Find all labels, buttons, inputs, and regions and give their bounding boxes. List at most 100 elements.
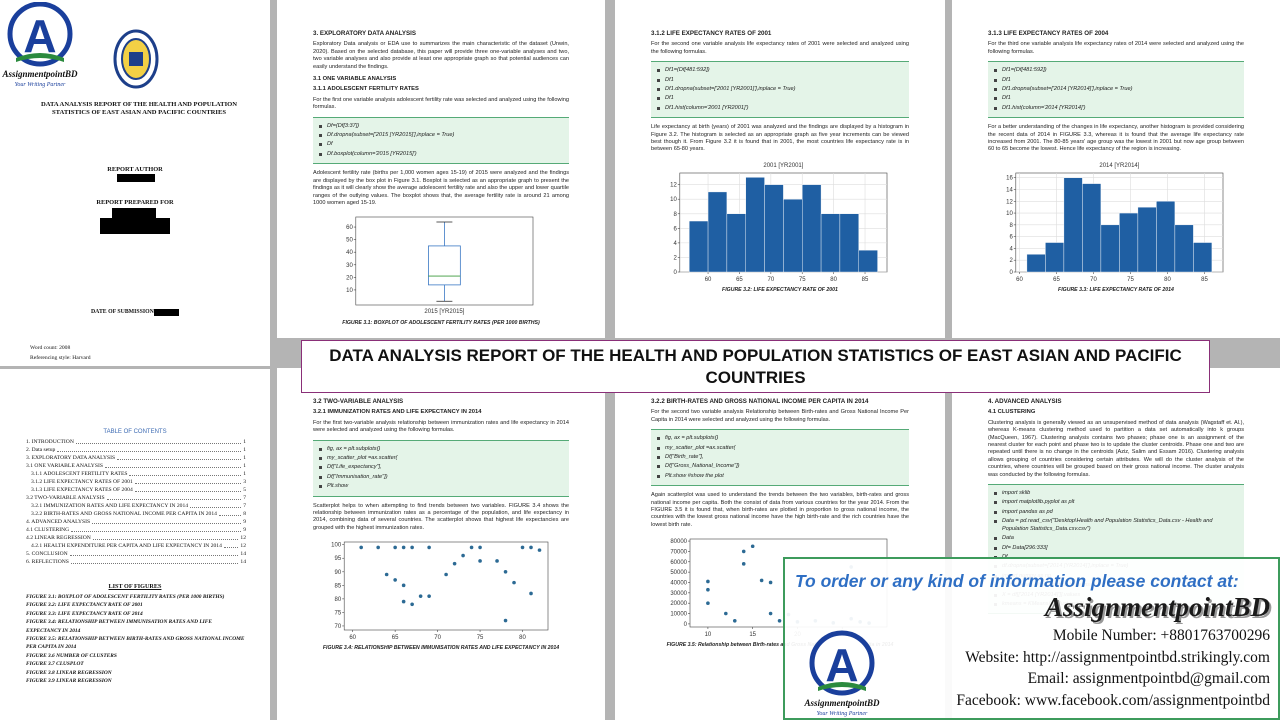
y-tick-label: 0 xyxy=(684,622,688,628)
histogram-bar xyxy=(1156,200,1176,273)
contact-line: Facebook: www.facebook.com/assignmentpoi… xyxy=(956,691,1270,709)
toc-page: 1 xyxy=(243,447,246,453)
figure-entry: FIGURE 3.5: RELATIONSHIP BETWEEN BIRTH-R… xyxy=(26,636,245,651)
cover-title: DATA ANALYSIS REPORT OF THE HEALTH AND P… xyxy=(40,101,238,116)
code-line: Df1 xyxy=(994,95,1238,102)
contact-heading: To order or any kind of information plea… xyxy=(795,571,1239,591)
paragraph: Clustering analysis is generally viewed … xyxy=(988,419,1244,478)
histogram-bar xyxy=(707,191,728,273)
scatter-point xyxy=(401,545,406,550)
histogram-bar xyxy=(1082,183,1102,273)
toc-leader xyxy=(134,486,242,492)
scatter-point xyxy=(529,591,533,596)
code-line: Data xyxy=(994,535,1238,542)
code-block: fig, ax = plt.subplots() my_scatter_plot … xyxy=(313,439,569,497)
histogram-bar xyxy=(1174,224,1194,273)
toc-leader xyxy=(71,526,242,532)
scatter-point xyxy=(393,545,397,550)
scatter-point xyxy=(478,559,482,564)
histogram-bar xyxy=(764,184,784,273)
x-tick-label: 70 xyxy=(1090,277,1097,283)
code-line: Df1=(Df[481:592]) xyxy=(657,67,903,74)
cover-page: A AssignmentpointBD Your Writing Partner… xyxy=(0,0,270,366)
logo-ring xyxy=(7,2,73,67)
scatter-point xyxy=(495,559,499,564)
y-tick-label: 70 xyxy=(335,624,342,630)
y-tick-label: 2 xyxy=(1009,258,1013,264)
code-line: my_scatter_plot =ax.scatter( xyxy=(319,455,563,462)
y-tick-label: 20000 xyxy=(670,601,687,607)
scatter-point xyxy=(469,545,474,550)
scatter-point xyxy=(461,554,465,558)
figure-caption: FIGURE 3.2: LIFE EXPECTANCY RATE OF 2001 xyxy=(722,286,838,293)
code-line: import matplotlib.pyplot as plt xyxy=(994,499,1238,506)
code-line: Df["Life_expectancy"], xyxy=(319,464,563,471)
y-tick-label: 4 xyxy=(673,241,677,247)
scatter-point xyxy=(503,570,508,574)
x-tick-label: 70 xyxy=(767,277,774,283)
histogram-bar xyxy=(1045,242,1065,273)
section-heading: 3.2.2 BIRTH-RATES AND GROSS NATIONAL INC… xyxy=(651,398,869,405)
toc-page: 9 xyxy=(243,527,246,533)
toc-label: 2. Data setup xyxy=(26,447,56,453)
y-tick-label: 60 xyxy=(346,225,353,231)
histogram-bar xyxy=(858,249,878,273)
scatter-point xyxy=(393,578,397,582)
toc-entry: 3. EXPLORATORY DATA ANALYSIS 1 xyxy=(26,454,246,462)
figure-entry: FIGURE 3.1: BOXPLOT OF ADOLESCENT FERTIL… xyxy=(26,594,225,600)
paragraph: Exploratory Data analysis or EDA use to … xyxy=(313,41,569,70)
y-tick-label: 8 xyxy=(673,212,677,218)
scatter-point xyxy=(768,612,773,616)
paragraph: For the first two-variable analysis rela… xyxy=(313,419,569,434)
y-tick-label: 2 xyxy=(673,255,677,261)
x-tick-label: 65 xyxy=(1053,277,1060,283)
banner-title: DATA ANALYSIS REPORT OF THE HEALTH AND P… xyxy=(329,345,1182,387)
subheading: 4.1 CLUSTERING xyxy=(988,409,1036,416)
figure-entry: FIGURE 3.4: RELATIONSHIP BETWEEN IMMUNIS… xyxy=(26,619,212,634)
toc-page: 5 xyxy=(243,487,246,493)
contact-line: Email: assignmentpointbd@gmail.com xyxy=(1027,670,1270,687)
figure: 2001 [YR2001] 0 2 4 6 8 10 12 60 65 70 75 80 85 xyxy=(651,159,909,284)
code-line: Df1 xyxy=(657,77,903,84)
scatter-point xyxy=(741,562,746,566)
code-line: Df1.dropna(subset=['2001 [YR2001]'],inpl… xyxy=(657,86,903,93)
scatter-point xyxy=(478,545,482,550)
scatter-point xyxy=(741,549,746,554)
contact-lines: Mobile Number: +8801763700296 Website: ht… xyxy=(956,625,1270,711)
code-block: Df1=(Df[481:592]) Df1 Df1.dropna(subset=['… xyxy=(651,61,909,119)
scatter-point xyxy=(418,594,423,599)
toc-label: 3.2.2 BIRTH-RATES AND GROSS NATIONAL INC… xyxy=(31,511,217,517)
toc-leader xyxy=(106,494,242,500)
document-page: 3. EXPLORATORY DATA ANALYSIS Exploratory … xyxy=(277,0,605,338)
section-heading: 3.2 TWO-VARIABLE ANALYSIS xyxy=(313,398,404,405)
contact-line: Website: http://assignmentpointbd.striki… xyxy=(965,648,1270,666)
toc-entry: 3.2.2 BIRTH-RATES AND GROSS NATIONAL INC… xyxy=(26,510,246,518)
document-page: 3.1.3 LIFE EXPECTANCY RATES OF 2004 For t… xyxy=(952,0,1280,338)
box xyxy=(428,245,461,286)
y-tick-label: 0 xyxy=(673,270,677,276)
prepared-label: REPORT PREPARED FOR xyxy=(96,199,174,206)
figure: 2014 [YR2014] 0 2 4 6 8 10 12 14 16 60 65 70 75 80 85 xyxy=(988,159,1244,284)
paragraph: Adolescent fertility rate (births per 1,… xyxy=(313,170,569,206)
toc: 1. INTRODUCTION 1 2. Data setup 1 3. EXPLORA… xyxy=(26,438,246,566)
paragraph: For a better understanding of the change… xyxy=(988,124,1244,153)
crest-book xyxy=(129,52,143,66)
y-tick-label: 90 xyxy=(335,570,342,576)
x-tick-label: 75 xyxy=(799,277,806,283)
y-tick-label: 50 xyxy=(346,238,353,244)
code-line: import sklib xyxy=(994,490,1238,497)
scatter-point xyxy=(724,612,728,616)
y-tick-label: 95 xyxy=(335,557,342,563)
toc-page: 7 xyxy=(243,495,246,501)
logo-tagline: Your Writing Partner xyxy=(15,82,66,88)
toc-leader xyxy=(117,454,242,460)
code-line: fig, ax = plt.subplots() xyxy=(319,446,563,453)
toc-entry: 3.1.1 ADOLESCENT FERTILITY RATES 1 xyxy=(26,470,246,478)
toc-label: 5. CONCLUSION xyxy=(26,551,68,557)
y-tick-label: 6 xyxy=(1009,235,1013,241)
histogram-bar xyxy=(1063,177,1083,273)
scatter-point xyxy=(706,579,710,584)
paragraph: Scatterplot helps to when attempting to … xyxy=(313,502,569,531)
section-heading: 3.1.3 LIFE EXPECTANCY RATES OF 2004 xyxy=(988,30,1109,37)
figures-list: FIGURE 3.1: BOXPLOT OF ADOLESCENT FERTIL… xyxy=(26,593,248,685)
